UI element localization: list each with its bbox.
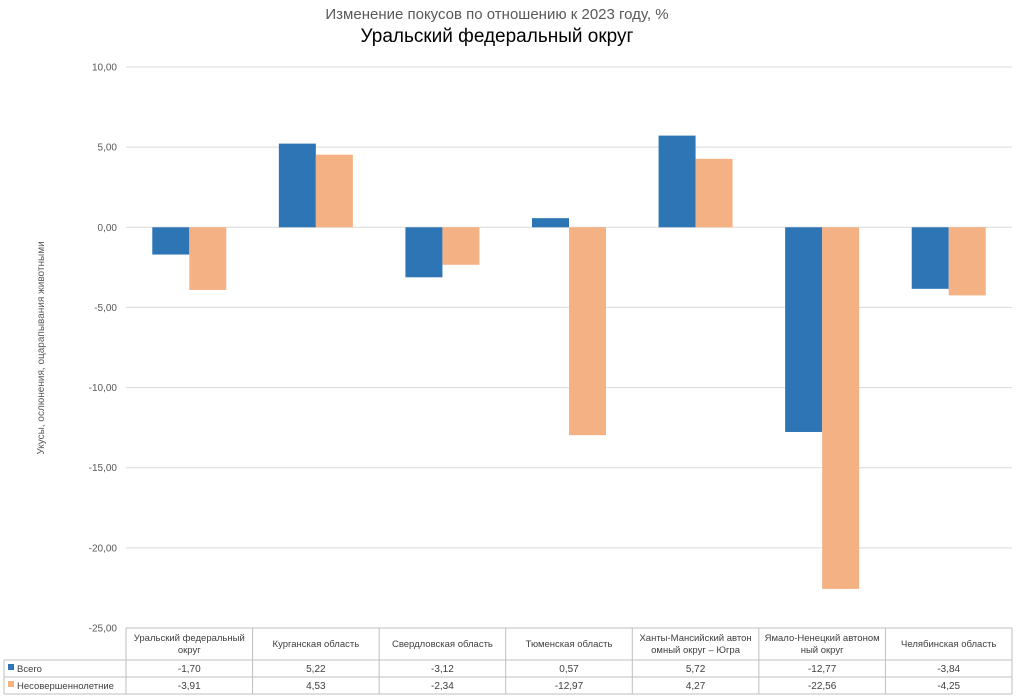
data-cell: -22,56 — [808, 681, 837, 692]
y-tick-label: -10,00 — [89, 383, 118, 394]
category-label: Ямало-Ненецкий автоном ный округ — [765, 633, 880, 656]
y-tick-label: 0,00 — [98, 223, 118, 234]
category-label: Уральский федеральный округ — [134, 633, 245, 656]
bar — [189, 227, 227, 290]
bar — [152, 227, 190, 255]
bar — [948, 227, 986, 296]
chart-title: Уральский федеральный округ — [361, 26, 634, 47]
bar — [405, 227, 443, 278]
bar — [315, 154, 353, 228]
category-label: Свердловская область — [392, 639, 493, 650]
y-tick-label: 5,00 — [98, 143, 118, 154]
y-tick-label: -5,00 — [94, 303, 117, 314]
data-cell: 5,72 — [686, 664, 706, 675]
data-cell: 5,22 — [306, 664, 326, 675]
category-label: Курганская область — [273, 639, 360, 650]
legend-label: Несовершеннолетние — [17, 681, 114, 692]
bar — [911, 227, 949, 289]
data-cell: 4,27 — [686, 681, 706, 692]
y-tick-label: -25,00 — [89, 624, 118, 635]
data-cell: -2,34 — [431, 681, 454, 692]
chart-subtitle: Изменение покусов по отношению к 2023 го… — [325, 6, 668, 23]
data-cell: 0,57 — [559, 664, 579, 675]
y-tick-label: 10,00 — [92, 63, 117, 74]
legend-label: Всего — [17, 664, 42, 675]
y-axis-label: Укусы, ослюнения, оцарапывания животными — [36, 241, 47, 454]
bar — [695, 158, 733, 228]
data-cell: -3,84 — [937, 664, 960, 675]
category-label: Тюменская область — [526, 639, 613, 650]
category-label: Ханты-Мансийский автон омный округ – Югра — [639, 633, 751, 656]
category-label: Челябинская область — [901, 639, 996, 650]
y-tick-label: -20,00 — [89, 543, 118, 554]
data-cell: -12,97 — [555, 681, 584, 692]
bar — [785, 227, 823, 432]
data-table: Уральский федеральный округ Курганская обл… — [3, 627, 1013, 695]
y-tick-label: -15,00 — [89, 463, 118, 474]
data-cell: -4,25 — [937, 681, 960, 692]
bar — [569, 227, 606, 436]
data-cell: -1,70 — [178, 664, 201, 675]
bar — [658, 135, 696, 228]
bar — [442, 227, 480, 265]
bar — [822, 227, 860, 589]
gridlines: -25,00 -20,00 -15,00 -10,00 -5,00 0,00 5,00 10,… — [89, 63, 1012, 635]
legend-swatch — [8, 681, 14, 687]
data-cell: -12,77 — [808, 664, 837, 675]
bars — [152, 135, 986, 589]
data-cell: -3,91 — [178, 681, 201, 692]
bar — [532, 218, 569, 228]
bar — [278, 143, 316, 228]
data-cell: 4,53 — [306, 681, 326, 692]
data-cell: -3,12 — [431, 664, 454, 675]
legend-swatch — [8, 664, 14, 670]
